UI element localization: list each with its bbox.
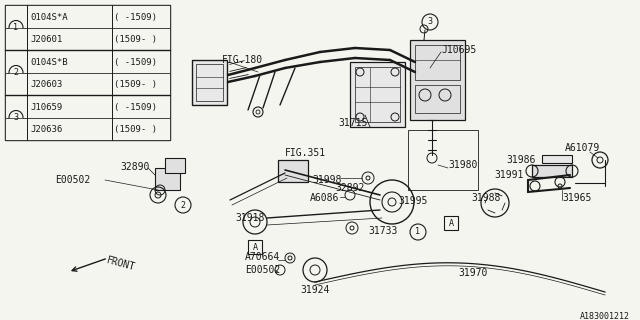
Text: FIG.351: FIG.351 — [285, 148, 326, 158]
Circle shape — [9, 110, 23, 124]
Text: J20636: J20636 — [30, 125, 62, 134]
Text: A183001212: A183001212 — [580, 312, 630, 320]
Text: A70664: A70664 — [245, 252, 280, 262]
Bar — [350, 62, 405, 127]
Text: A: A — [449, 219, 454, 228]
Bar — [155, 168, 180, 190]
Text: 0104S*B: 0104S*B — [30, 58, 68, 67]
Text: A: A — [253, 243, 257, 252]
Text: J20603: J20603 — [30, 80, 62, 89]
Text: 31918: 31918 — [235, 213, 264, 223]
Text: ( -1509): ( -1509) — [114, 13, 157, 22]
Text: (1509- ): (1509- ) — [114, 125, 157, 134]
Bar — [196, 64, 223, 101]
Bar — [248, 240, 262, 254]
Text: A6086: A6086 — [310, 193, 339, 203]
Bar — [542, 155, 572, 163]
Bar — [278, 160, 308, 182]
Text: 1: 1 — [13, 23, 19, 32]
Bar — [165, 158, 185, 173]
Text: 31733: 31733 — [368, 226, 397, 236]
Bar — [408, 130, 478, 190]
Circle shape — [9, 66, 23, 79]
Text: 31998: 31998 — [312, 175, 341, 185]
Text: ( -1509): ( -1509) — [114, 103, 157, 112]
Text: FRONT: FRONT — [106, 255, 136, 272]
Bar — [415, 85, 460, 113]
Bar — [192, 60, 227, 105]
Text: 31988: 31988 — [471, 193, 500, 203]
Text: 2: 2 — [13, 68, 19, 77]
Circle shape — [410, 224, 426, 240]
Text: FIG.180: FIG.180 — [222, 55, 263, 65]
Text: 3: 3 — [428, 18, 433, 27]
Text: 31970: 31970 — [458, 268, 488, 278]
Bar — [5, 50, 170, 73]
Bar — [410, 40, 465, 120]
Bar — [415, 45, 460, 80]
Circle shape — [422, 14, 438, 30]
Bar — [5, 117, 170, 140]
Text: 3: 3 — [13, 113, 19, 122]
Bar — [5, 95, 170, 117]
Text: J10695: J10695 — [441, 45, 476, 55]
Bar — [5, 73, 170, 95]
Text: J20601: J20601 — [30, 35, 62, 44]
Text: E00502: E00502 — [55, 175, 90, 185]
Text: A61079: A61079 — [565, 143, 600, 153]
Text: 0104S*A: 0104S*A — [30, 13, 68, 22]
Circle shape — [9, 20, 23, 35]
Text: 31980: 31980 — [448, 160, 477, 170]
Bar — [444, 216, 458, 230]
Bar — [5, 5, 170, 28]
Text: 31986: 31986 — [507, 155, 536, 165]
Bar — [5, 28, 170, 50]
Text: (1509- ): (1509- ) — [114, 35, 157, 44]
Text: 31715: 31715 — [338, 118, 367, 128]
Text: 32892: 32892 — [335, 183, 364, 193]
Text: J10659: J10659 — [30, 103, 62, 112]
Text: E00502: E00502 — [245, 265, 280, 275]
Text: 31995: 31995 — [398, 196, 428, 206]
Bar — [355, 67, 400, 122]
Bar — [5, 5, 170, 140]
Text: 31924: 31924 — [300, 285, 330, 295]
Circle shape — [175, 197, 191, 213]
Text: (1509- ): (1509- ) — [114, 80, 157, 89]
Bar — [532, 165, 572, 177]
Text: 31965: 31965 — [562, 193, 591, 203]
Text: 1: 1 — [415, 228, 420, 236]
Text: 31991: 31991 — [495, 170, 524, 180]
Text: 32890: 32890 — [120, 162, 149, 172]
Text: 2: 2 — [180, 201, 186, 210]
Text: ( -1509): ( -1509) — [114, 58, 157, 67]
